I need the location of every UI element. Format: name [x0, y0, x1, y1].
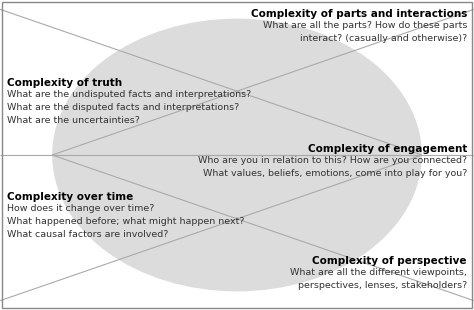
Text: Complexity over time: Complexity over time — [7, 192, 133, 202]
Text: Complexity of engagement: Complexity of engagement — [308, 144, 467, 154]
Text: What are the disputed facts and interpretations?: What are the disputed facts and interpre… — [7, 103, 239, 112]
Text: What values, beliefs, emotions, come into play for you?: What values, beliefs, emotions, come int… — [202, 169, 467, 178]
Text: Complexity of parts and interactions: Complexity of parts and interactions — [251, 9, 467, 19]
Text: What are all the different viewpoints,: What are all the different viewpoints, — [290, 268, 467, 277]
Text: interact? (casually and otherwise)?: interact? (casually and otherwise)? — [300, 34, 467, 43]
Text: How does it change over time?: How does it change over time? — [7, 204, 155, 213]
Text: What are the undisputed facts and interpretations?: What are the undisputed facts and interp… — [7, 90, 251, 99]
Text: perspectives, lenses, stakeholders?: perspectives, lenses, stakeholders? — [298, 281, 467, 290]
Text: What are all the parts? How do these parts: What are all the parts? How do these par… — [263, 21, 467, 30]
Text: Who are you in relation to this? How are you connected?: Who are you in relation to this? How are… — [198, 156, 467, 165]
Text: What are the uncertainties?: What are the uncertainties? — [7, 116, 140, 125]
Text: What happened before; what might happen next?: What happened before; what might happen … — [7, 217, 245, 226]
Text: Complexity of perspective: Complexity of perspective — [312, 256, 467, 266]
Text: What causal factors are involved?: What causal factors are involved? — [7, 230, 168, 239]
Text: Complexity of truth: Complexity of truth — [7, 78, 122, 87]
Ellipse shape — [52, 19, 422, 291]
